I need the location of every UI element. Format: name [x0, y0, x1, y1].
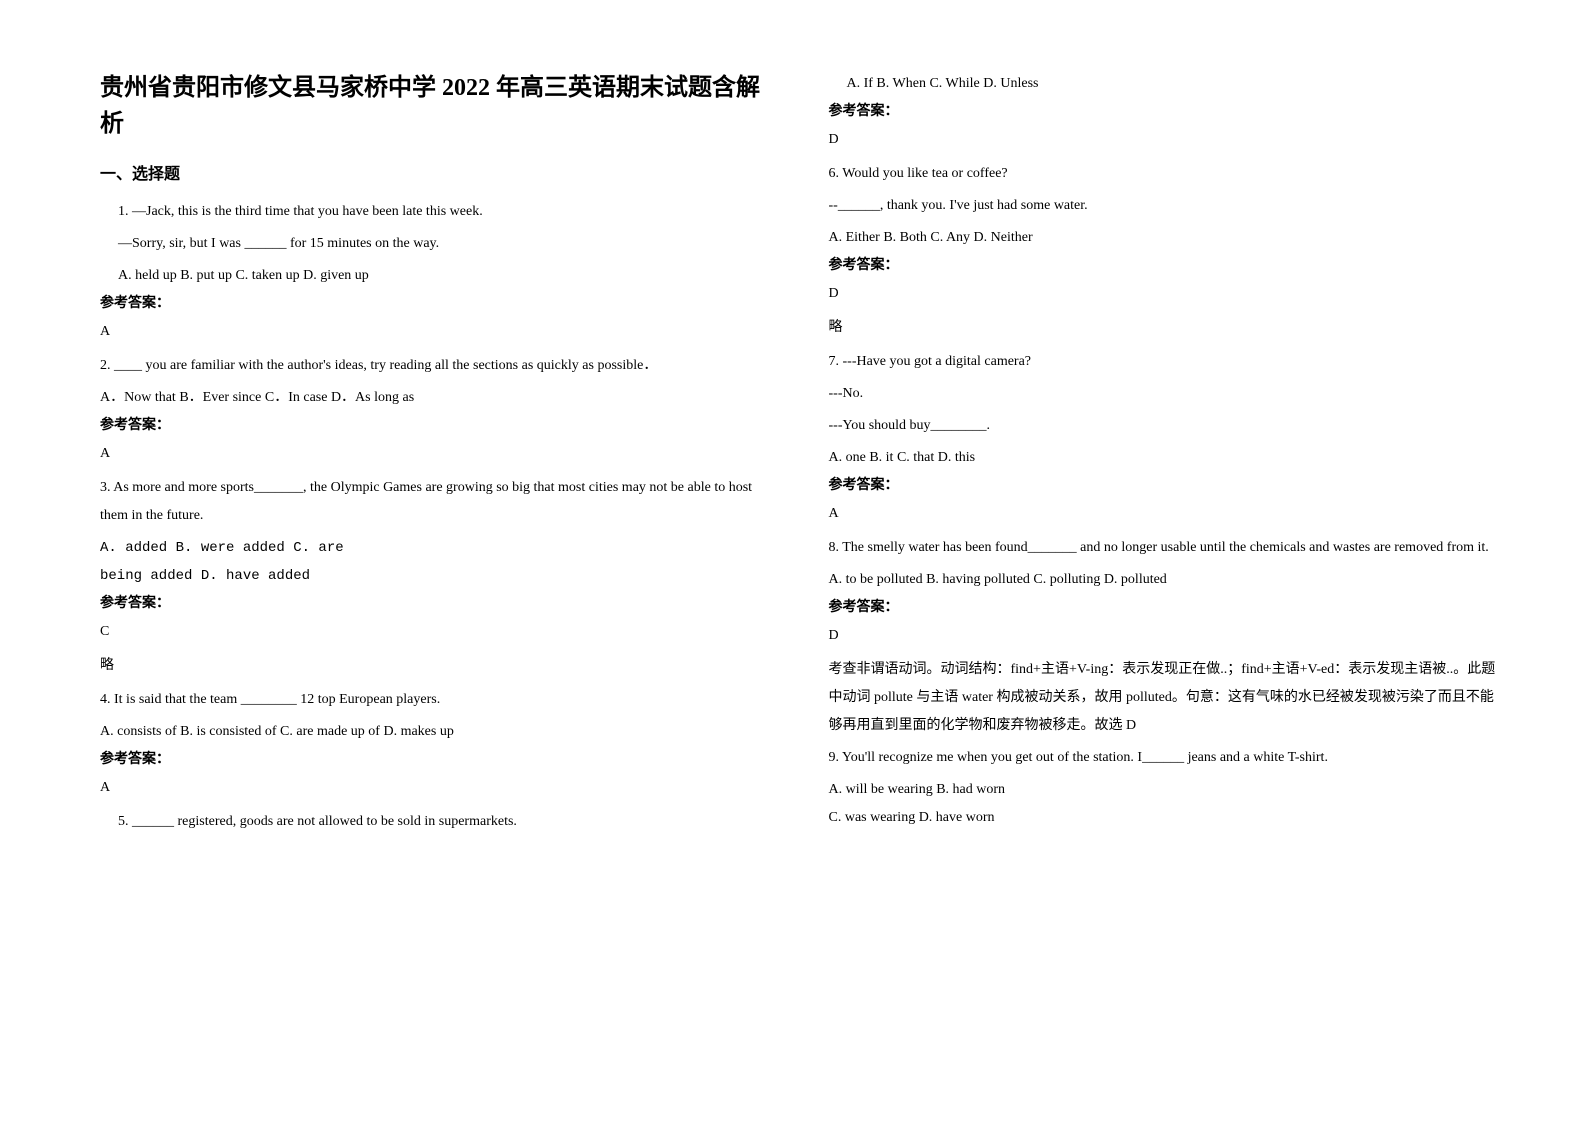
q4-answer-label: 参考答案：: [100, 746, 769, 774]
q3-answer-label: 参考答案：: [100, 590, 769, 618]
q7-line1: 7. ---Have you got a digital camera?: [829, 348, 1498, 376]
document-title: 贵州省贵阳市修文县马家桥中学 2022 年高三英语期末试题含解析: [100, 70, 769, 142]
q1-answer: A: [100, 318, 769, 346]
q7-options: A. one B. it C. that D. this: [829, 444, 1498, 472]
q1-line2: —Sorry, sir, but I was ______ for 15 min…: [100, 230, 769, 258]
q2-line1: 2. ____ you are familiar with the author…: [100, 352, 769, 380]
q5-answer: D: [829, 126, 1498, 154]
q1-line1: 1. —Jack, this is the third time that yo…: [100, 198, 769, 226]
q6-answer: D: [829, 280, 1498, 308]
q2-answer-label: 参考答案：: [100, 412, 769, 440]
q2-answer: A: [100, 440, 769, 468]
q4-answer: A: [100, 774, 769, 802]
q3-extra: 略: [100, 652, 769, 680]
q9-options-line2: C. was wearing D. have worn: [829, 804, 1498, 832]
left-column: 贵州省贵阳市修文县马家桥中学 2022 年高三英语期末试题含解析 一、选择题 1…: [100, 70, 769, 840]
q3-options-line1: A. added B. were added C. are: [100, 534, 769, 562]
q6-extra: 略: [829, 314, 1498, 342]
q6-line1: 6. Would you like tea or coffee?: [829, 160, 1498, 188]
q7-answer-label: 参考答案：: [829, 472, 1498, 500]
q8-answer: D: [829, 622, 1498, 650]
q8-answer-label: 参考答案：: [829, 594, 1498, 622]
q6-options: A. Either B. Both C. Any D. Neither: [829, 224, 1498, 252]
q9-options-line1: A. will be wearing B. had worn: [829, 776, 1498, 804]
q7-line2: ---No.: [829, 380, 1498, 408]
q4-line1: 4. It is said that the team ________ 12 …: [100, 686, 769, 714]
q7-line3: ---You should buy________.: [829, 412, 1498, 440]
q6-answer-label: 参考答案：: [829, 252, 1498, 280]
q5-options: A. If B. When C. While D. Unless: [829, 70, 1498, 98]
q9-line1: 9. You'll recognize me when you get out …: [829, 744, 1498, 772]
right-column: A. If B. When C. While D. Unless 参考答案： D…: [829, 70, 1498, 840]
q5-line1: 5. ______ registered, goods are not allo…: [100, 808, 769, 836]
q3-line1: 3. As more and more sports_______, the O…: [100, 474, 769, 530]
section-heading: 一、选择题: [100, 160, 769, 184]
q8-explain: 考查非谓语动词。动词结构：find+主语+V-ing：表示发现正在做..；fin…: [829, 656, 1498, 740]
q8-line1: 8. The smelly water has been found______…: [829, 534, 1498, 562]
q1-options: A. held up B. put up C. taken up D. give…: [100, 262, 769, 290]
page-container: 贵州省贵阳市修文县马家桥中学 2022 年高三英语期末试题含解析 一、选择题 1…: [0, 0, 1587, 880]
q5-answer-label: 参考答案：: [829, 98, 1498, 126]
q4-options: A. consists of B. is consisted of C. are…: [100, 718, 769, 746]
q3-options-line2: being added D. have added: [100, 562, 769, 590]
q2-options: A．Now that B．Ever since C．In case D．As l…: [100, 384, 769, 412]
q6-line2: --______, thank you. I've just had some …: [829, 192, 1498, 220]
q3-answer: C: [100, 618, 769, 646]
q8-options: A. to be polluted B. having polluted C. …: [829, 566, 1498, 594]
q1-answer-label: 参考答案：: [100, 290, 769, 318]
q7-answer: A: [829, 500, 1498, 528]
